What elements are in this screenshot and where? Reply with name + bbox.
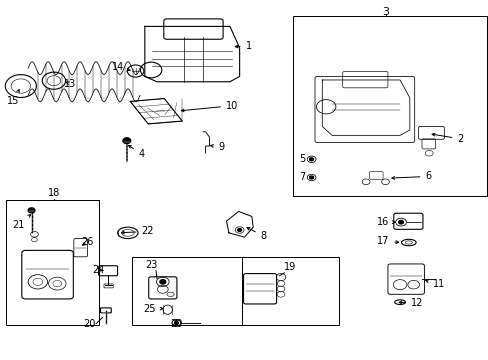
- Bar: [292, 16, 486, 196]
- Text: 25: 25: [143, 303, 163, 314]
- Text: 23: 23: [145, 260, 157, 270]
- Text: 13: 13: [63, 78, 76, 89]
- Text: 26: 26: [81, 237, 93, 247]
- Text: 10: 10: [181, 101, 238, 112]
- Text: 18: 18: [48, 188, 60, 198]
- Text: 15: 15: [7, 90, 20, 107]
- Circle shape: [160, 280, 165, 284]
- Text: 20: 20: [170, 319, 182, 329]
- Circle shape: [398, 220, 403, 224]
- Text: 21: 21: [12, 215, 31, 230]
- Text: 9: 9: [210, 142, 224, 152]
- Text: 3: 3: [381, 7, 388, 17]
- Circle shape: [309, 176, 313, 179]
- Text: 22: 22: [121, 226, 154, 237]
- Text: 1: 1: [235, 41, 251, 51]
- Circle shape: [237, 229, 241, 231]
- Text: 14: 14: [112, 63, 130, 72]
- Bar: [131, 257, 242, 325]
- Bar: [6, 200, 99, 325]
- Text: 8: 8: [246, 228, 266, 241]
- Text: 11: 11: [425, 279, 445, 289]
- Text: 7: 7: [299, 172, 312, 183]
- Circle shape: [309, 158, 313, 161]
- Text: 5: 5: [299, 154, 312, 164]
- Text: 20: 20: [82, 319, 95, 329]
- Text: 6: 6: [391, 171, 430, 181]
- Bar: [242, 257, 339, 325]
- Circle shape: [122, 138, 130, 144]
- Text: 4: 4: [128, 145, 144, 159]
- Text: 19: 19: [284, 262, 296, 272]
- Circle shape: [174, 321, 178, 324]
- Text: 24: 24: [92, 265, 104, 275]
- Text: 2: 2: [431, 133, 463, 144]
- Text: 12: 12: [398, 298, 422, 308]
- Text: 17: 17: [376, 237, 398, 247]
- Text: 16: 16: [376, 217, 394, 227]
- Circle shape: [28, 208, 35, 213]
